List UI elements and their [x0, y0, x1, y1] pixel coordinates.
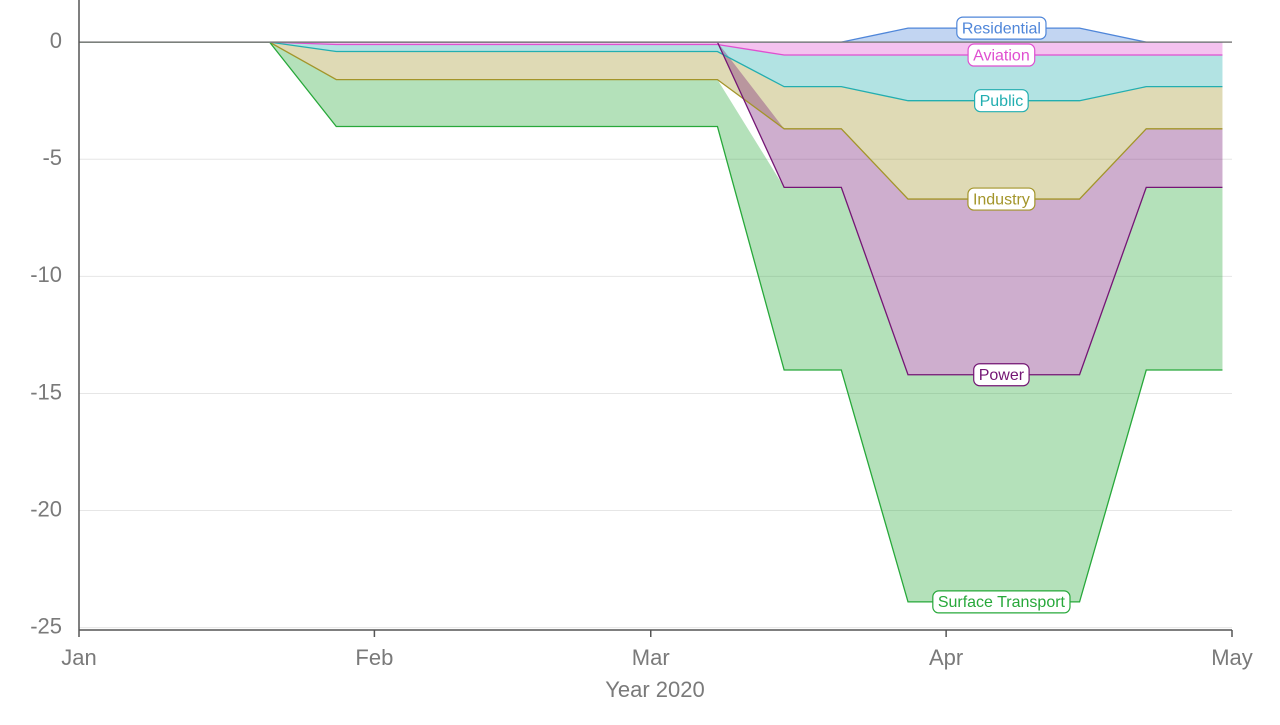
y-tick-label: -25: [30, 613, 62, 638]
area: [79, 42, 1223, 200]
series-label-box: [974, 89, 1029, 113]
y-tick-label: -15: [30, 379, 62, 404]
series-label-box: [967, 43, 1036, 67]
area: [79, 42, 1223, 56]
area: [79, 42, 1223, 375]
series-label-text: Industry: [973, 191, 1030, 208]
series-label: Industry: [967, 187, 1036, 211]
area-edge: [79, 41, 1223, 56]
y-tick-label: -5: [42, 145, 62, 170]
series-label: Surface Transport: [932, 590, 1071, 614]
x-tick-label: Feb: [355, 645, 393, 670]
x-tick-label: Jan: [61, 645, 96, 670]
y-tick-label: -10: [30, 262, 62, 287]
area: [79, 42, 1223, 602]
y-tick-label: -20: [30, 496, 62, 521]
series-label-text: Residential: [962, 20, 1041, 37]
area-edge: [79, 41, 1223, 102]
area-edge: [79, 41, 1223, 603]
x-tick-label: May: [1211, 645, 1253, 670]
y-tick-label: 0: [50, 28, 62, 53]
series-label-text: Power: [979, 367, 1025, 384]
series-label: Public: [974, 89, 1029, 113]
area: [79, 42, 1223, 101]
series-label-text: Surface Transport: [938, 594, 1066, 611]
series-label: Residential: [956, 16, 1047, 40]
x-tick-label: Mar: [632, 645, 670, 670]
series-label-box: [932, 590, 1071, 614]
area-edge: [79, 41, 1223, 200]
series-label-box: [973, 363, 1030, 387]
area: [79, 28, 1223, 43]
series-label: Power: [973, 363, 1030, 387]
series-label-text: Public: [980, 93, 1024, 110]
x-axis-title: Year 2020: [605, 677, 705, 702]
series-label-text: Aviation: [973, 47, 1030, 64]
series-label: Aviation: [967, 43, 1036, 67]
series-label-box: [967, 187, 1036, 211]
series-label-box: [956, 16, 1047, 40]
x-tick-label: Apr: [929, 645, 963, 670]
